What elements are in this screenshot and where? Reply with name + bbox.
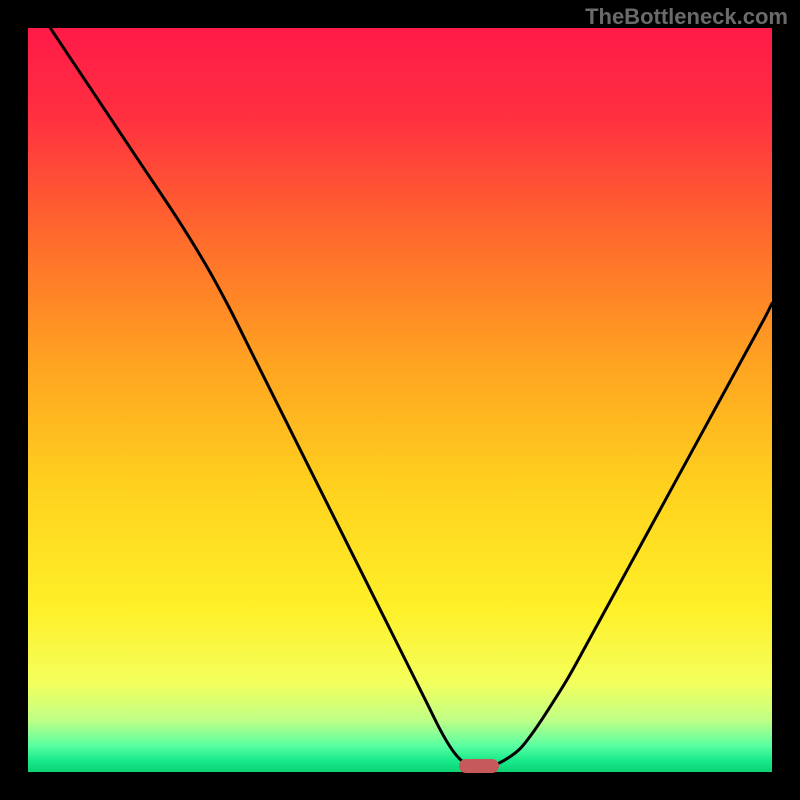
minimum-marker	[459, 759, 500, 773]
bottleneck-curve	[50, 28, 772, 768]
plot-frame	[28, 28, 772, 772]
watermark-text: TheBottleneck.com	[585, 4, 788, 30]
curve-svg	[28, 28, 772, 772]
chart-container: TheBottleneck.com	[0, 0, 800, 800]
